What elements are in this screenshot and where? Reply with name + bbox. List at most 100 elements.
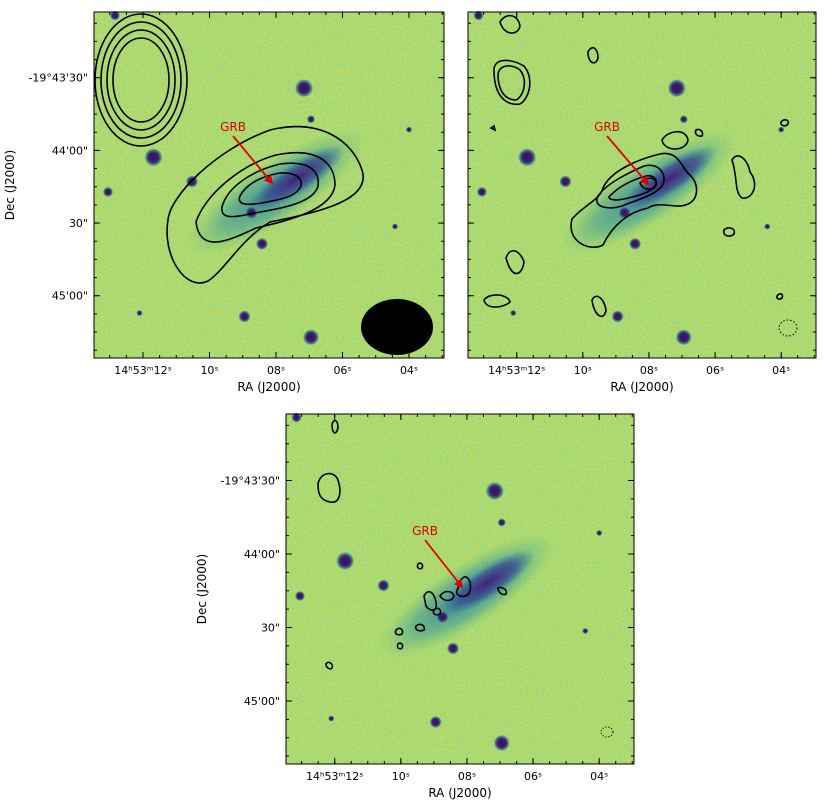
star xyxy=(406,126,412,133)
star xyxy=(447,642,460,655)
x-tick-label: 08ˢ xyxy=(458,770,476,783)
beam-contour xyxy=(100,21,182,139)
star xyxy=(667,79,686,98)
contour-line xyxy=(694,128,704,137)
star xyxy=(618,206,631,219)
contour-line xyxy=(331,419,339,434)
star xyxy=(559,175,572,188)
contour-line xyxy=(221,162,319,218)
beam-contour xyxy=(94,13,188,147)
y-axis-title: Dec (J2000) xyxy=(195,554,209,624)
contour-line xyxy=(394,627,404,636)
panel-top-right: GRB 14ʰ53ᵐ12ˢ 10ˢ 08ˢ 06ˢ 04ˢ RA (J2000) xyxy=(467,10,817,394)
contour-line xyxy=(591,295,607,318)
star xyxy=(493,735,510,751)
x-tick-label: 14ʰ53ᵐ12ˢ xyxy=(114,364,171,377)
x-tick-label: 06ˢ xyxy=(333,364,351,377)
grb-label: GRB xyxy=(220,120,246,134)
x-tick-label: 04ˢ xyxy=(590,770,608,783)
grb-label: GRB xyxy=(594,120,620,134)
contour-line xyxy=(396,642,404,650)
x-tick-label: 08ˢ xyxy=(267,364,285,377)
axes-frame xyxy=(93,11,445,359)
galaxy-core xyxy=(439,549,535,616)
star xyxy=(473,10,484,21)
grb-label: GRB xyxy=(412,524,438,538)
y-tick-label: 30" xyxy=(69,217,88,230)
contour-line xyxy=(493,59,531,105)
star xyxy=(295,79,313,98)
x-tick-label: 06ˢ xyxy=(524,770,542,783)
beam-contour xyxy=(112,37,170,123)
x-tick-label: 04ˢ xyxy=(400,364,418,377)
x-tick-label: 08ˢ xyxy=(640,364,658,377)
contour-line xyxy=(195,151,336,243)
contour-line xyxy=(497,586,508,596)
star xyxy=(675,329,692,346)
star xyxy=(485,482,504,500)
contour-line xyxy=(416,562,424,570)
star xyxy=(256,237,268,250)
star xyxy=(110,10,120,21)
y-tick-label: -19°43'30" xyxy=(28,72,88,85)
star xyxy=(497,518,506,527)
star xyxy=(291,412,302,423)
contour-line xyxy=(414,623,426,632)
axes-frame xyxy=(285,413,635,765)
contour-line xyxy=(596,164,665,209)
star xyxy=(294,591,305,601)
star xyxy=(764,223,771,230)
star xyxy=(328,715,335,722)
x-tick-label: 14ʰ53ᵐ12ˢ xyxy=(488,364,545,377)
star xyxy=(144,148,163,167)
contour-line xyxy=(489,124,497,132)
panel-top-left: GRB 14ʰ53ᵐ12ˢ 10ˢ 08ˢ 06ˢ 04ˢ -19°43'30" 44'00"… xyxy=(3,10,445,394)
x-tick-label: 14ʰ53ᵐ12ˢ xyxy=(306,770,363,783)
star xyxy=(307,115,315,124)
x-tick-label: 10ˢ xyxy=(392,770,410,783)
contour-line xyxy=(483,294,511,308)
star xyxy=(103,186,113,197)
x-tick-label: 10ˢ xyxy=(200,364,218,377)
contour-line xyxy=(570,152,698,248)
contour-line xyxy=(722,227,736,237)
axes-frame xyxy=(467,11,817,359)
contour-line xyxy=(661,130,689,150)
contours xyxy=(317,419,508,670)
contour-line xyxy=(499,14,521,34)
y-tick-label: 45'00" xyxy=(244,695,280,708)
star xyxy=(238,310,251,323)
galaxy-core xyxy=(248,145,345,212)
contour-line xyxy=(317,472,341,503)
x-tick-label: 10ˢ xyxy=(574,364,592,377)
beam-ellipse xyxy=(600,726,614,738)
contour-line xyxy=(587,46,599,64)
y-tick-label: 44'00" xyxy=(52,144,88,157)
contour-line xyxy=(439,590,455,602)
star xyxy=(510,310,517,317)
contour-line xyxy=(731,155,756,199)
star xyxy=(611,310,624,323)
star xyxy=(518,148,537,167)
grb-arrow xyxy=(424,539,464,589)
contour-line xyxy=(776,293,784,300)
galaxy-core xyxy=(621,145,717,212)
y-tick-label: -19°43'30" xyxy=(220,475,280,488)
star xyxy=(629,237,642,250)
x-axis-title: RA (J2000) xyxy=(237,380,300,394)
contour-line xyxy=(497,65,526,101)
star xyxy=(582,628,589,634)
grb-arrow xyxy=(606,135,650,186)
grb-arrow xyxy=(232,135,274,185)
star xyxy=(392,223,398,230)
star xyxy=(476,186,487,197)
star xyxy=(245,206,258,219)
contours xyxy=(94,13,365,284)
star xyxy=(436,611,449,623)
contour-line xyxy=(166,125,365,284)
panel-bottom: GRB 14ʰ53ᵐ12ˢ 10ˢ 08ˢ 06ˢ 04ˢ -19°43'30" 44'00"… xyxy=(195,412,635,800)
contour-line xyxy=(780,119,790,127)
beam-contour xyxy=(106,29,176,131)
beam-ellipse xyxy=(361,299,433,355)
